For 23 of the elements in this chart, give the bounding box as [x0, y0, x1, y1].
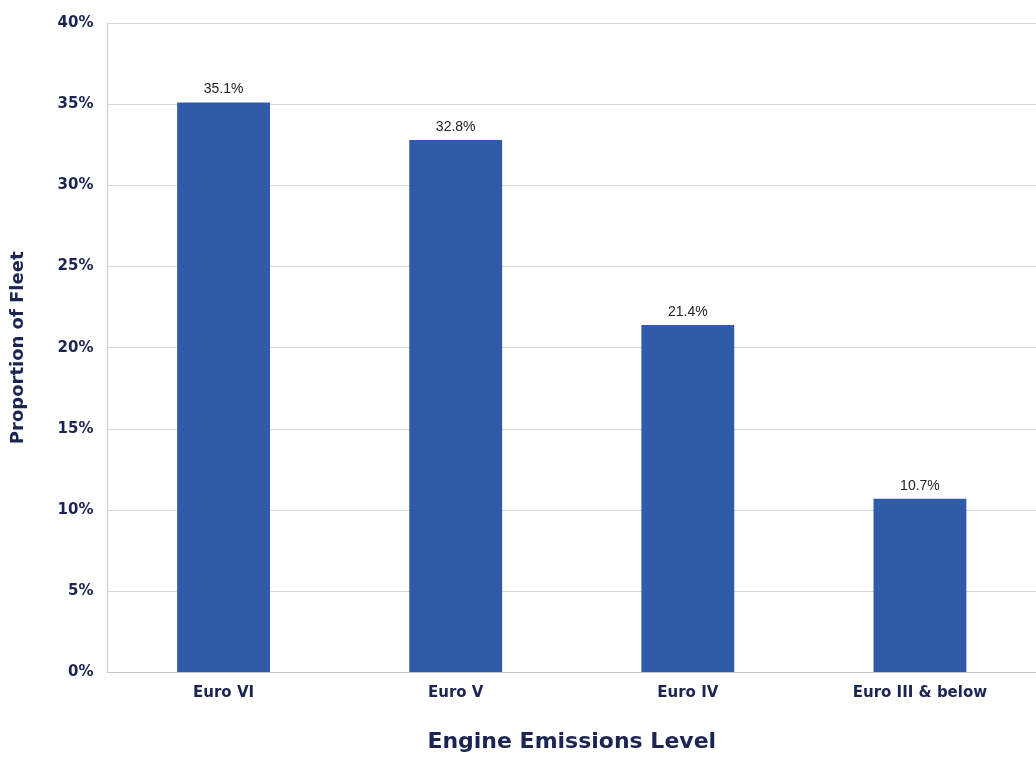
y-tick-label: 15%: [57, 418, 94, 437]
bar: [409, 139, 503, 673]
bar: [641, 325, 735, 673]
data-label: 35.1%: [203, 80, 244, 97]
y-tick-label: 0%: [68, 662, 94, 681]
data-label: 21.4%: [667, 302, 708, 319]
x-tick-label: Euro IV: [657, 683, 719, 702]
y-axis-title: Proportion of Fleet: [6, 251, 28, 445]
x-axis-title: Engine Emissions Level: [427, 727, 717, 753]
y-tick-label: 5%: [68, 581, 94, 600]
data-label: 32.8%: [435, 117, 476, 134]
x-tick-label: Euro VI: [193, 683, 255, 702]
y-tick-label: 25%: [57, 256, 94, 275]
y-tick-label: 40%: [57, 12, 94, 31]
data-label: 10.7%: [900, 476, 940, 493]
y-tick-label: 35%: [57, 94, 94, 113]
y-tick-label: 30%: [57, 175, 94, 194]
y-tick-label: 10%: [57, 500, 94, 519]
x-tick-label: Euro III & below: [852, 683, 988, 702]
bar: [873, 498, 967, 673]
y-tick-label: 20%: [57, 337, 94, 356]
bar: [177, 102, 270, 673]
x-tick-label: Euro V: [427, 683, 484, 702]
